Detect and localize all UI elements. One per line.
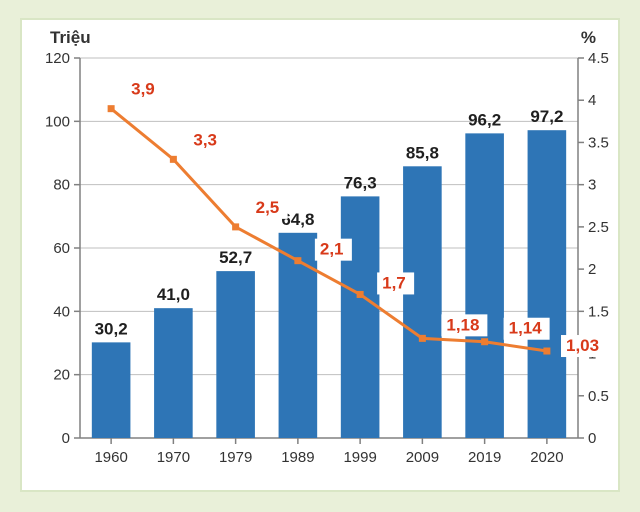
bar — [465, 133, 504, 438]
right-tick-label: 4 — [588, 92, 596, 109]
right-tick-label: 2.5 — [588, 219, 609, 236]
line-marker — [481, 338, 488, 345]
line-value-label: 1,03 — [566, 336, 599, 355]
left-tick-label: 120 — [45, 50, 70, 67]
right-tick-label: 2 — [588, 261, 596, 278]
x-tick-label: 2019 — [468, 449, 501, 466]
right-tick-label: 3 — [588, 177, 596, 194]
bar — [403, 166, 442, 438]
line-value-label: 2,5 — [256, 198, 280, 217]
right-tick-label: 4.5 — [588, 50, 609, 67]
x-tick-label: 2020 — [530, 449, 563, 466]
line-value-label: 1,7 — [382, 273, 406, 292]
chart-card: Triệu % 02040608010012000.511.522.533.54… — [20, 18, 620, 492]
x-tick-label: 2009 — [406, 449, 439, 466]
bar-value-label: 41,0 — [157, 285, 190, 304]
left-tick-label: 100 — [45, 113, 70, 130]
line-marker — [108, 105, 115, 112]
bar-value-label: 96,2 — [468, 110, 501, 129]
right-tick-label: 3.5 — [588, 134, 609, 151]
bar — [92, 342, 131, 438]
line-marker — [419, 335, 426, 342]
left-tick-label: 40 — [53, 303, 70, 320]
left-tick-label: 60 — [53, 240, 70, 257]
bar-value-label: 52,7 — [219, 248, 252, 267]
left-axis-title: Triệu — [50, 28, 91, 48]
line-marker — [294, 257, 301, 264]
right-tick-label: 0.5 — [588, 388, 609, 405]
bar-value-label: 85,8 — [406, 143, 439, 162]
bar — [528, 130, 567, 438]
line-value-label: 1,14 — [509, 319, 543, 338]
line-value-label: 1,18 — [446, 315, 479, 334]
x-tick-label: 1960 — [94, 449, 127, 466]
bar-value-label: 97,2 — [530, 107, 563, 126]
bar-value-label: 76,3 — [344, 173, 377, 192]
line-value-label: 3,3 — [193, 130, 217, 149]
line-marker — [232, 223, 239, 230]
chart-svg: 02040608010012000.511.522.533.544.519601… — [22, 20, 618, 490]
left-tick-label: 80 — [53, 177, 70, 194]
x-tick-label: 1979 — [219, 449, 252, 466]
line-marker — [543, 348, 550, 355]
line-value-label: 2,1 — [320, 240, 344, 259]
right-tick-label: 0 — [588, 430, 596, 447]
right-tick-label: 1.5 — [588, 303, 609, 320]
bar-value-label: 30,2 — [95, 319, 128, 338]
x-tick-label: 1989 — [281, 449, 314, 466]
bar — [154, 308, 193, 438]
bar — [341, 196, 380, 438]
bar — [216, 271, 255, 438]
right-axis-title: % — [581, 28, 596, 48]
line-value-label: 3,9 — [131, 80, 155, 99]
line-marker — [170, 156, 177, 163]
x-tick-label: 1970 — [157, 449, 190, 466]
x-tick-label: 1999 — [343, 449, 376, 466]
left-tick-label: 20 — [53, 367, 70, 384]
line-marker — [357, 291, 364, 298]
left-tick-label: 0 — [62, 430, 70, 447]
